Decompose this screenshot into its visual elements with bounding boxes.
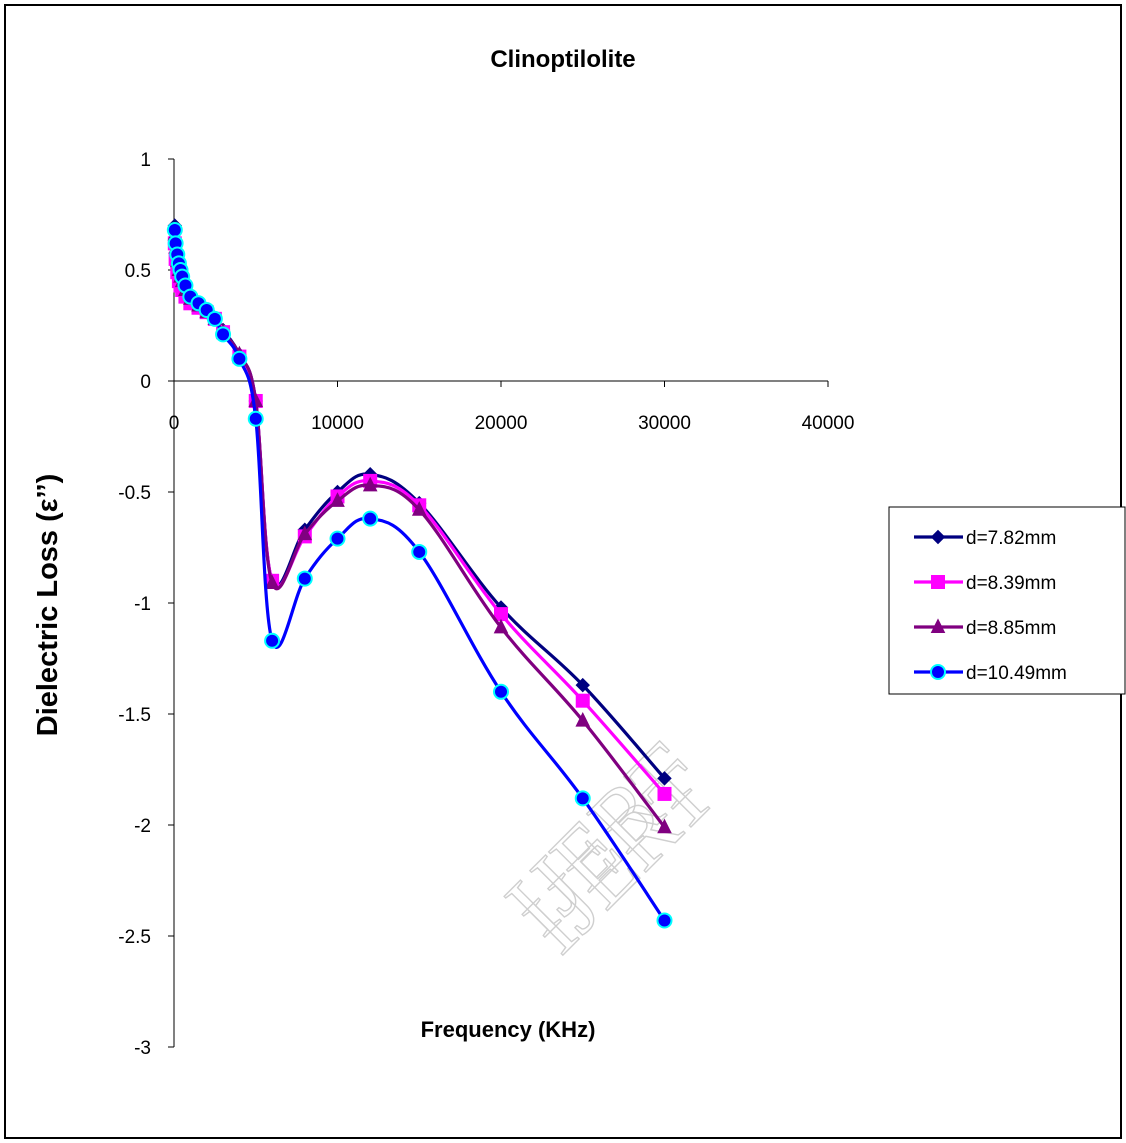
legend-label: d=8.85mm	[966, 618, 1056, 639]
x-tick-label: 20000	[475, 413, 528, 434]
legend-label: d=10.49mm	[966, 663, 1067, 684]
legend-marker	[930, 529, 946, 545]
y-tick-label: -1	[134, 594, 151, 615]
y-tick-label: -2.5	[118, 927, 151, 948]
chart-title: Clinoptilolite	[490, 46, 635, 73]
y-tick-label: -2	[134, 816, 151, 837]
series-line	[173, 243, 666, 795]
x-tick-label: 30000	[638, 413, 691, 434]
data-point	[657, 771, 672, 786]
data-point	[329, 530, 346, 547]
y-tick-label: -0.5	[118, 483, 151, 504]
data-point	[493, 618, 509, 634]
y-tick-label: 0.5	[125, 261, 151, 282]
legend-marker	[931, 575, 945, 589]
data-point	[297, 525, 313, 541]
series-line	[173, 234, 666, 829]
data-point	[231, 350, 248, 367]
x-tick-label: 10000	[311, 413, 364, 434]
data-point	[575, 677, 590, 693]
y-tick-label: 0	[140, 372, 151, 393]
data-point	[575, 693, 590, 708]
y-tick-label: 1	[140, 150, 151, 171]
data-point	[656, 912, 673, 929]
legend: d=7.82mm d=8.39mm d=8.85mm d=10.49mm	[888, 506, 1126, 695]
legend-marker	[930, 618, 946, 633]
data-point	[264, 574, 280, 590]
data-point	[411, 501, 427, 516]
axes: 1 0.5 0 -0.5 -1 -1.5 -2 -2.5 -3 0 10000 20000 30000 4…	[118, 150, 854, 1059]
data-point	[411, 543, 428, 560]
data-point	[166, 222, 183, 239]
series-4	[166, 222, 673, 929]
legend-label: d=8.39mm	[966, 573, 1056, 594]
x-axis-label: Frequency (KHz)	[421, 1017, 596, 1042]
y-tick-label: -1.5	[118, 705, 151, 726]
y-tick-label: -3	[134, 1038, 151, 1059]
data-point	[330, 492, 345, 507]
series-2	[167, 236, 672, 801]
data-point	[494, 607, 508, 622]
data-point	[657, 818, 672, 834]
data-point	[574, 790, 591, 807]
data-point	[362, 510, 379, 527]
data-point	[296, 570, 313, 587]
series-3	[167, 225, 672, 834]
data-point	[264, 632, 281, 649]
plot-area	[166, 218, 673, 929]
data-point	[206, 310, 223, 327]
legend-marker	[930, 664, 946, 680]
data-point	[247, 410, 264, 427]
x-tick-label: 40000	[802, 413, 855, 434]
data-point	[493, 683, 509, 700]
data-point	[362, 476, 378, 492]
data-point	[215, 326, 232, 343]
data-point	[575, 712, 591, 727]
y-axis-label: Dielectric Loss (ε’’)	[32, 474, 64, 737]
data-point	[657, 786, 672, 801]
x-tick-label: 0	[169, 413, 180, 434]
legend-label: d=7.82mm	[966, 528, 1056, 549]
